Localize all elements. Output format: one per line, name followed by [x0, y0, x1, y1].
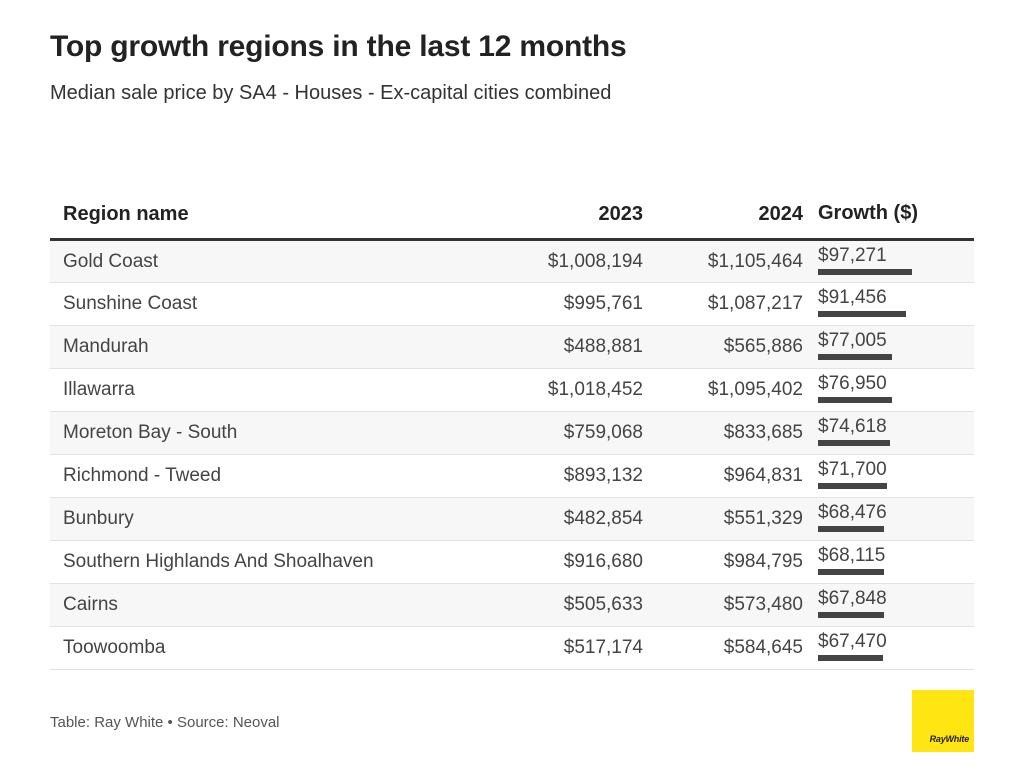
- table-row: Illawarra $1,018,452 $1,095,402 $76,950: [50, 368, 974, 412]
- growth-bar: [818, 526, 884, 532]
- column-header-growth: Growth ($): [810, 152, 974, 241]
- chart-title: Top growth regions in the last 12 months: [50, 30, 627, 63]
- value-2024-cell: $1,105,464: [645, 239, 810, 283]
- value-2024-cell: $984,795: [645, 540, 810, 584]
- growth-bar: [818, 397, 892, 403]
- value-2024-cell: $1,087,217: [645, 282, 810, 326]
- growth-label: $67,848: [818, 588, 887, 609]
- value-2023-cell: $995,761: [490, 282, 645, 326]
- growth-cell: $74,618: [810, 411, 974, 455]
- value-2023-cell: $916,680: [490, 540, 645, 584]
- value-2023-cell: $505,633: [490, 583, 645, 627]
- growth-label: $67,470: [818, 631, 887, 652]
- growth-label: $74,618: [818, 416, 887, 437]
- value-2023-cell: $488,881: [490, 325, 645, 369]
- growth-cell: $97,271: [810, 239, 974, 283]
- value-2024-cell: $833,685: [645, 411, 810, 455]
- growth-cell: $71,700: [810, 454, 974, 498]
- growth-bar: [818, 354, 892, 360]
- growth-bar: [818, 569, 884, 575]
- ray-white-logo: RayWhite: [912, 690, 974, 752]
- region-cell: Illawarra: [50, 368, 490, 412]
- region-cell: Cairns: [50, 583, 490, 627]
- region-cell: Moreton Bay - South: [50, 411, 490, 455]
- column-header-growth-label: Growth ($): [818, 202, 918, 224]
- growth-cell: $91,456: [810, 282, 974, 326]
- value-2024-cell: $964,831: [645, 454, 810, 498]
- growth-label: $71,700: [818, 459, 887, 480]
- value-2024-cell: $1,095,402: [645, 368, 810, 412]
- table-row: Southern Highlands And Shoalhaven $916,68…: [50, 540, 974, 584]
- growth-table: Region name 2023 2024 Growth ($) Gold Co…: [50, 152, 974, 670]
- growth-cell: $76,950: [810, 368, 974, 412]
- value-2023-cell: $482,854: [490, 497, 645, 541]
- value-2023-cell: $1,018,452: [490, 368, 645, 412]
- table-body: Gold Coast $1,008,194 $1,105,464 $97,271 Sun…: [50, 239, 974, 670]
- growth-cell: $77,005: [810, 325, 974, 369]
- growth-label: $91,456: [818, 287, 887, 308]
- growth-cell: $67,470: [810, 626, 974, 670]
- chart-subtitle: Median sale price by SA4 - Houses - Ex-c…: [50, 82, 612, 104]
- value-2024-cell: $565,886: [645, 325, 810, 369]
- value-2024-cell: $551,329: [645, 497, 810, 541]
- growth-bar: [818, 612, 884, 618]
- value-2024-cell: $584,645: [645, 626, 810, 670]
- table-row: Sunshine Coast $995,761 $1,087,217 $91,456: [50, 282, 974, 326]
- region-cell: Southern Highlands And Shoalhaven: [50, 540, 490, 584]
- growth-cell: $68,476: [810, 497, 974, 541]
- growth-bar: [818, 311, 906, 317]
- value-2023-cell: $1,008,194: [490, 239, 645, 283]
- growth-label: $77,005: [818, 330, 887, 351]
- region-cell: Gold Coast: [50, 239, 490, 283]
- growth-label: $68,476: [818, 502, 887, 523]
- growth-bar: [818, 483, 887, 489]
- column-header-2024: 2024: [645, 152, 810, 241]
- growth-label: $76,950: [818, 373, 887, 394]
- growth-cell: $68,115: [810, 540, 974, 584]
- region-cell: Sunshine Coast: [50, 282, 490, 326]
- region-cell: Mandurah: [50, 325, 490, 369]
- region-cell: Richmond - Tweed: [50, 454, 490, 498]
- value-2023-cell: $893,132: [490, 454, 645, 498]
- value-2023-cell: $759,068: [490, 411, 645, 455]
- growth-bar: [818, 269, 912, 275]
- table-row: Bunbury $482,854 $551,329 $68,476: [50, 497, 974, 541]
- table-row: Richmond - Tweed $893,132 $964,831 $71,700: [50, 454, 974, 498]
- value-2023-cell: $517,174: [490, 626, 645, 670]
- region-cell: Bunbury: [50, 497, 490, 541]
- growth-label: $97,271: [818, 245, 887, 266]
- region-cell: Toowoomba: [50, 626, 490, 670]
- growth-bar: [818, 440, 890, 446]
- table-row: Cairns $505,633 $573,480 $67,848: [50, 583, 974, 627]
- table-row: Toowoomba $517,174 $584,645 $67,470: [50, 626, 974, 670]
- table-row: Mandurah $488,881 $565,886 $77,005: [50, 325, 974, 369]
- column-header-region: Region name: [50, 152, 490, 241]
- column-header-2023: 2023: [490, 152, 645, 241]
- source-note: Table: Ray White • Source: Neoval: [50, 714, 280, 731]
- table-row: Moreton Bay - South $759,068 $833,685 $74,6…: [50, 411, 974, 455]
- table-row: Gold Coast $1,008,194 $1,105,464 $97,271: [50, 239, 974, 283]
- growth-bar: [818, 655, 883, 661]
- logo-wordmark: RayWhite: [929, 734, 970, 744]
- growth-cell: $67,848: [810, 583, 974, 627]
- table-header-row: Region name 2023 2024 Growth ($): [50, 152, 974, 241]
- value-2024-cell: $573,480: [645, 583, 810, 627]
- growth-label: $68,115: [818, 545, 886, 566]
